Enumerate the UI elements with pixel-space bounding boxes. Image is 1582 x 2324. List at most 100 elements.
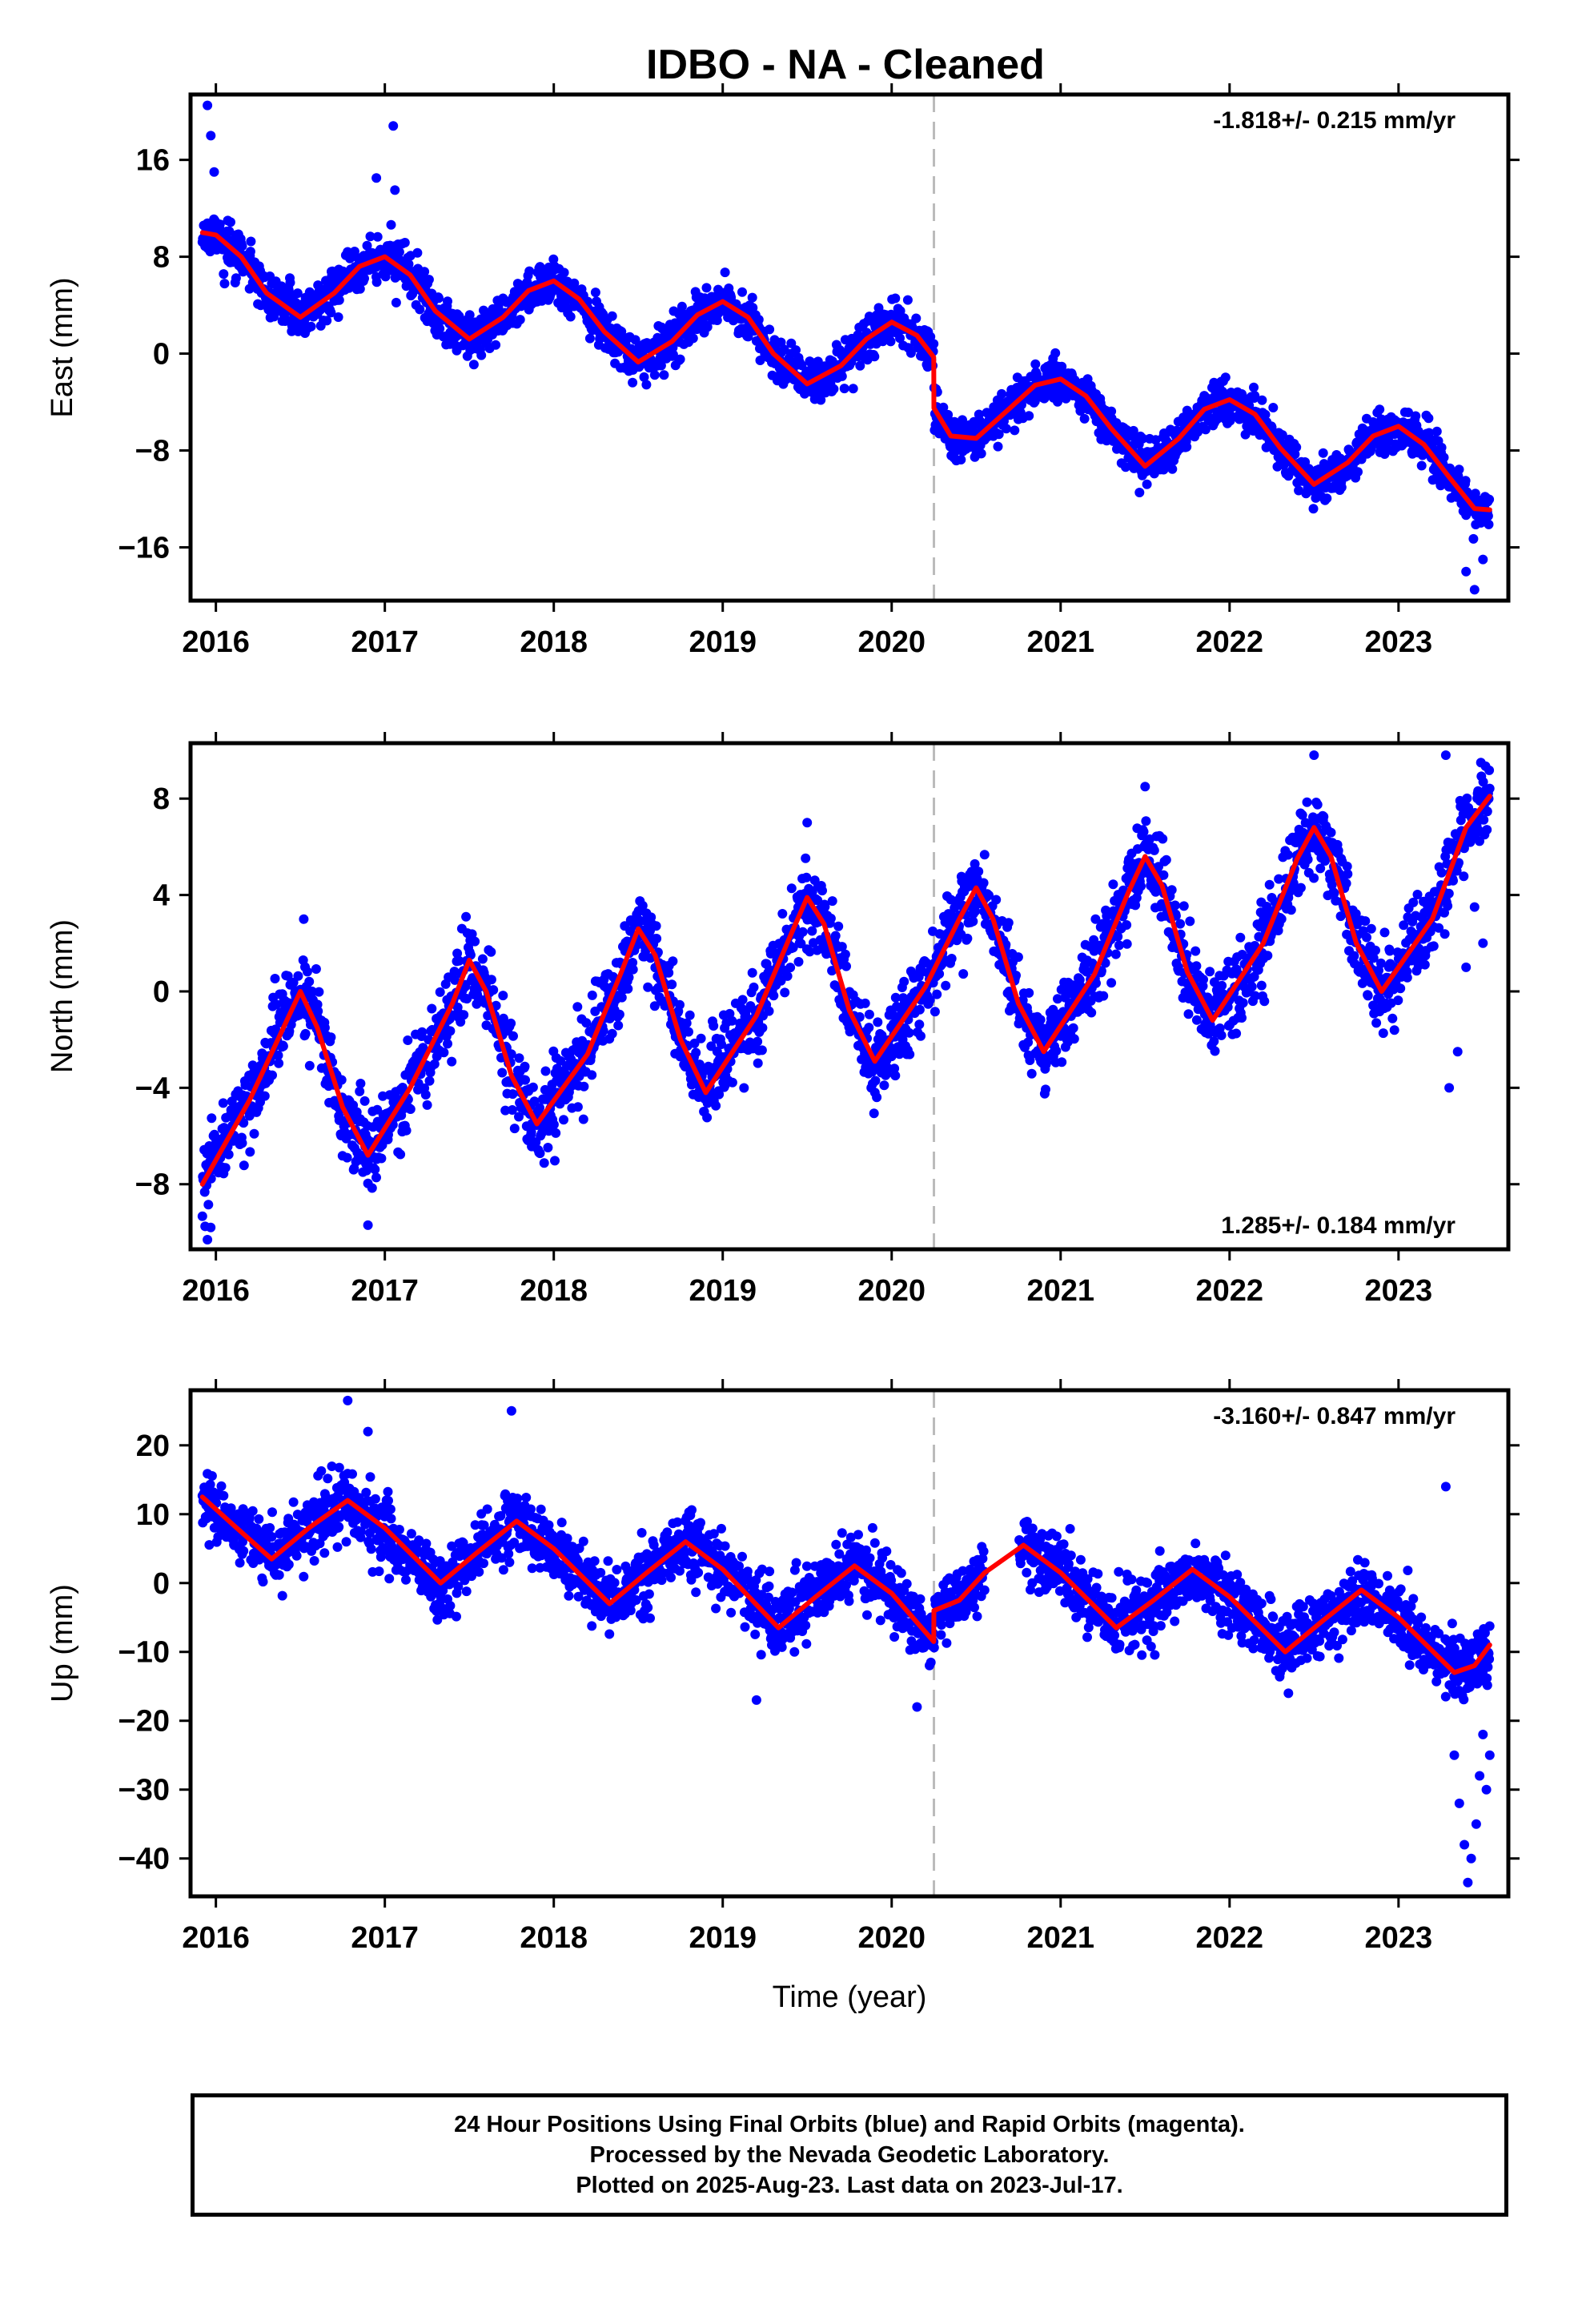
data-point: [1237, 1013, 1247, 1023]
data-point: [443, 296, 452, 307]
data-point: [932, 989, 942, 999]
data-point: [753, 1058, 763, 1068]
data-point: [565, 312, 576, 322]
data-point: [508, 1089, 518, 1100]
data-point: [1050, 348, 1061, 358]
data-point: [1209, 1036, 1219, 1047]
data-point: [1091, 978, 1101, 988]
data-point: [764, 1006, 774, 1016]
data-point: [925, 995, 935, 1005]
data-point: [259, 1091, 270, 1101]
scatter-points: [197, 100, 1495, 595]
data-point: [1183, 1009, 1194, 1019]
data-point: [1294, 485, 1304, 496]
data-point: [946, 954, 957, 963]
data-point: [890, 293, 901, 304]
data-point: [584, 333, 595, 344]
data-point: [916, 1031, 926, 1041]
data-point: [753, 315, 764, 325]
data-point: [667, 979, 677, 990]
data-point: [962, 933, 973, 943]
data-point: [1341, 879, 1351, 889]
data-point: [777, 909, 788, 919]
data-point: [203, 1200, 214, 1210]
data-point: [1158, 834, 1168, 844]
data-point: [207, 1113, 217, 1124]
data-point: [239, 1118, 249, 1128]
data-point: [968, 916, 978, 927]
data-point: [1360, 916, 1371, 927]
data-point: [717, 1039, 726, 1049]
data-point: [1191, 961, 1202, 971]
data-point: [1121, 462, 1130, 472]
data-point: [623, 983, 633, 994]
data-point: [506, 1049, 516, 1059]
data-point: [1362, 932, 1371, 943]
data-point: [1264, 879, 1275, 890]
data-point: [247, 1060, 258, 1071]
data-point: [839, 384, 849, 394]
data-point: [993, 441, 1003, 452]
data-point: [1431, 426, 1442, 436]
data-point: [675, 354, 685, 364]
data-point: [1249, 382, 1259, 392]
data-point: [313, 1006, 323, 1016]
data-point: [386, 219, 396, 230]
data-point: [882, 1063, 893, 1073]
data-point: [668, 956, 678, 967]
y-tick-label: 16: [136, 144, 170, 178]
data-point: [376, 1153, 387, 1164]
data-point: [1333, 846, 1343, 856]
data-point: [628, 964, 638, 975]
data-point: [1342, 861, 1352, 871]
data-point: [424, 1076, 435, 1086]
data-point: [782, 971, 793, 981]
data-point: [801, 872, 812, 883]
data-point: [869, 352, 880, 362]
data-point: [956, 455, 966, 464]
data-point: [486, 947, 496, 957]
data-point: [860, 998, 870, 1008]
data-point: [219, 279, 230, 289]
x-tick-label: 2017: [351, 625, 419, 659]
data-point: [390, 185, 400, 195]
data-point: [427, 1003, 437, 1014]
data-point: [640, 946, 651, 956]
data-point: [1411, 411, 1421, 421]
data-point: [905, 348, 916, 358]
data-point: [1182, 442, 1192, 452]
data-point: [677, 301, 687, 312]
data-point: [590, 287, 600, 298]
data-point: [1200, 424, 1211, 435]
data-point: [837, 371, 847, 381]
data-point: [197, 1211, 207, 1221]
data-point: [1424, 428, 1434, 438]
data-point: [1403, 408, 1413, 417]
data-point: [435, 987, 445, 997]
data-point: [1149, 845, 1159, 855]
data-point: [929, 339, 939, 349]
data-point: [1108, 879, 1118, 890]
data-point: [1003, 918, 1014, 928]
data-point: [641, 380, 652, 390]
data-point: [514, 1112, 524, 1122]
y-axis-label: East (mm): [46, 277, 79, 417]
data-point: [507, 1105, 517, 1115]
data-point: [1231, 1028, 1242, 1039]
data-point: [1158, 870, 1169, 880]
data-point: [218, 1098, 228, 1108]
data-point: [984, 890, 994, 900]
data-point: [274, 1058, 284, 1068]
data-point: [714, 1089, 725, 1100]
data-point: [899, 976, 909, 987]
data-point: [827, 966, 837, 976]
data-point: [827, 896, 837, 907]
data-point: [911, 313, 921, 324]
data-point: [769, 991, 779, 1001]
data-point: [249, 1128, 259, 1139]
data-point: [895, 306, 905, 316]
data-point: [797, 927, 808, 937]
data-point: [869, 1108, 879, 1119]
data-point: [439, 1047, 449, 1058]
